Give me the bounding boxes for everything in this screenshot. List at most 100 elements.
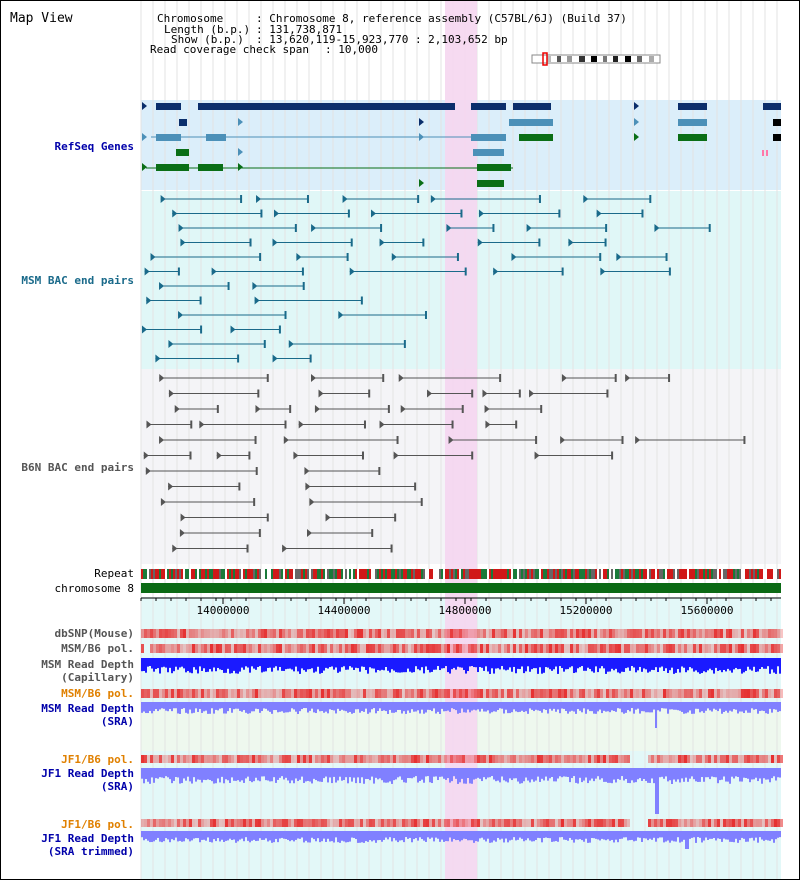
read-depth-bar [409,831,411,838]
read-depth-bar [595,658,597,667]
polymorphism-cell [231,644,234,653]
gene-exon [477,164,511,171]
polymorphism-cell [183,629,186,638]
polymorphism-cell [672,689,675,698]
polymorphism-cell [468,755,471,763]
polymorphism-cell [516,689,519,698]
read-depth-bar [711,768,713,777]
polymorphism-cell [549,644,552,653]
read-depth-bar [211,768,213,782]
read-depth-bar [727,831,729,840]
track-label-msm-depth-capillary[interactable]: MSM Read Depth [41,658,134,671]
read-depth-bar [613,831,615,843]
bac-end-marker [180,513,186,522]
repeat-segment [479,569,481,579]
polymorphism-cell [711,755,714,763]
repeat-segment [757,569,759,579]
polymorphism-cell [312,819,315,827]
read-depth-bar [175,658,177,667]
read-depth-bar [699,658,701,674]
track-label-jf1-depth[interactable]: JF1 Read Depth [41,767,134,780]
track-label-msm-b6-pol[interactable]: MSM/B6 pol. [61,642,134,655]
polymorphism-cell [321,755,324,763]
track-label-b6n-bac[interactable]: B6N BAC end pairs [21,461,134,474]
polymorphism-cell [483,819,486,827]
polymorphism-cell [726,755,729,763]
read-depth-bar [243,768,245,783]
polymorphism-cell [657,689,660,698]
polymorphism-cell [369,689,372,698]
polymorphism-cell [369,755,372,763]
track-label-jf1-b6-pol[interactable]: JF1/B6 pol. [61,753,134,766]
track-label-msm-depth-sra[interactable]: MSM Read Depth [41,702,134,715]
read-depth-bar [589,768,591,781]
polymorphism-cell [774,819,777,827]
repeat-segment [279,569,281,579]
read-depth-bar [247,831,249,841]
read-depth-bar [273,831,275,843]
polymorphism-cell [654,629,657,638]
repeat-segment [663,569,665,579]
track-label-repeat: Repeat [94,567,134,580]
polymorphism-cell [489,644,492,653]
read-depth-bar [395,658,397,673]
track-label-msm-b6-pol-sra[interactable]: MSM/B6 pol. [61,687,134,700]
track-label-jf1-depth-trimmed[interactable]: JF1 Read Depth [41,832,134,845]
polymorphism-cell [657,629,660,638]
repeat-segment [533,569,535,579]
polymorphism-cell [336,629,339,638]
repeat-segment [707,569,709,579]
repeat-segment [565,569,567,579]
read-depth-bar [687,768,689,782]
polymorphism-cell [747,819,750,827]
polymorphism-cell [471,819,474,827]
polymorphism-cell [546,629,549,638]
track-label-dbsnp[interactable]: dbSNP(Mouse) [54,627,134,640]
read-depth-bar [379,768,381,779]
polymorphism-cell [345,689,348,698]
read-depth-bar [241,658,243,668]
polymorphism-cell [597,629,600,638]
polymorphism-cell [741,819,744,827]
polymorphism-cell [465,644,468,653]
repeat-segment [261,569,263,579]
polymorphism-cell [702,689,705,698]
read-depth-bar [403,768,405,783]
repeat-segment [345,569,347,579]
read-depth-bar [645,768,647,781]
polymorphism-cell [435,819,438,827]
bac-end-marker [361,451,364,460]
polymorphism-cell [531,689,534,698]
read-depth-bar [343,831,345,842]
polymorphism-cell [375,819,378,827]
read-depth-bar [155,702,157,710]
read-depth-bar [221,831,223,840]
polymorphism-cell [399,689,402,698]
polymorphism-cell [189,644,192,653]
repeat-segment [489,569,491,579]
read-depth-bar [761,702,763,711]
gene-exon [198,164,223,171]
read-depth-bar [569,658,571,668]
read-depth-bar [607,702,609,712]
polymorphism-cell [234,644,237,653]
read-depth-bar [387,768,389,783]
read-depth-bar [571,831,573,840]
track-label-jf1-b6-pol-trimmed[interactable]: JF1/B6 pol. [61,818,134,831]
track-label-refseq-genes[interactable]: RefSeq Genes [54,140,134,153]
polymorphism-cell [756,629,759,638]
read-depth-bar [719,768,721,781]
track-label-msm-bac[interactable]: MSM BAC end pairs [21,274,134,287]
repeat-segment [627,569,629,579]
polymorphism-cell [171,644,174,653]
read-depth-bar [507,658,509,670]
polymorphism-cell [327,689,330,698]
polymorphism-cell [627,755,630,763]
polymorphism-cell [582,644,585,653]
bac-end-marker [414,482,417,491]
polymorphism-cell [405,629,408,638]
repeat-segment [285,569,287,579]
read-depth-bar [491,831,493,843]
read-depth-bar [393,831,395,839]
